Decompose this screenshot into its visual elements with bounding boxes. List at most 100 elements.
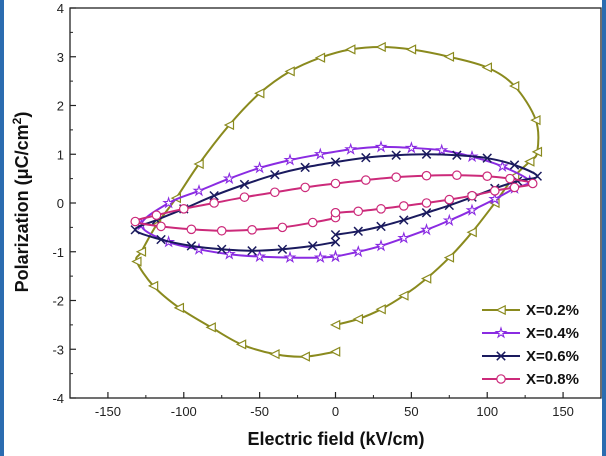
data-point	[162, 196, 176, 209]
data-point	[307, 217, 318, 228]
y-tick-label: 1	[57, 147, 64, 162]
data-point-stroke	[209, 190, 219, 201]
data-point	[130, 216, 141, 227]
legend: X=0.2% X=0.4% X=0.6% X=0.8%	[482, 302, 579, 388]
data-point-stroke	[130, 225, 140, 235]
plot-border	[69, 7, 602, 399]
data-point	[444, 194, 455, 205]
data-point	[239, 192, 250, 202]
data-point	[443, 252, 455, 263]
data-point	[452, 150, 462, 160]
data-point	[345, 44, 356, 55]
data-point	[313, 147, 327, 160]
data-point	[147, 280, 159, 292]
data-point	[353, 206, 364, 217]
data-point	[397, 231, 411, 244]
data-point	[344, 142, 358, 155]
data-point	[156, 234, 166, 245]
x-tick-label: 150	[552, 404, 574, 419]
data-point	[435, 143, 449, 156]
legend-item: X=0.8%	[482, 371, 579, 388]
data-point	[375, 304, 386, 315]
legend-label: X=0.8%	[526, 371, 579, 388]
data-point	[443, 51, 455, 62]
data-point	[314, 52, 326, 63]
data-point	[192, 184, 206, 197]
data-point	[173, 302, 185, 313]
data-point	[330, 229, 341, 240]
data-point	[130, 225, 140, 235]
data-point	[351, 245, 365, 258]
y-tick-label: -4	[52, 391, 64, 406]
data-point-stroke	[376, 221, 386, 232]
y-axis-title: Polarization (μC/cm2)	[10, 112, 32, 293]
series-1	[131, 41, 543, 362]
data-point-stroke	[452, 150, 462, 160]
data-point	[494, 326, 508, 339]
data-point	[216, 225, 227, 236]
data-point	[404, 141, 418, 154]
data-point	[481, 62, 493, 73]
data-point	[466, 227, 477, 238]
data-point	[420, 273, 432, 284]
legend-item: X=0.2%	[482, 302, 579, 319]
y-axis-title-tail: )	[12, 112, 32, 118]
data-point	[205, 322, 216, 333]
data-point	[299, 351, 310, 362]
data-point	[277, 222, 288, 233]
data-point	[330, 157, 341, 167]
data-point-stroke	[399, 215, 409, 225]
data-point	[156, 221, 166, 232]
data-point	[247, 246, 257, 256]
data-point	[269, 348, 280, 360]
data-point	[361, 175, 371, 185]
data-point	[352, 313, 364, 325]
data-point	[239, 179, 250, 190]
data-point	[421, 170, 432, 181]
y-tick-label: -2	[52, 294, 64, 309]
data-point	[330, 237, 341, 247]
data-point-stroke	[216, 244, 227, 255]
series-3	[130, 149, 543, 256]
legend-label: X=0.4%	[526, 325, 579, 342]
x-axis-title: Electric field (kV/cm)	[247, 429, 424, 449]
data-point	[375, 41, 386, 53]
series-line	[135, 45, 540, 358]
data-point-stroke	[391, 150, 401, 160]
data-point	[353, 226, 363, 237]
data-point	[495, 304, 506, 316]
data-point	[399, 215, 409, 225]
data-point-stroke	[509, 160, 520, 170]
data-point-stroke	[156, 234, 166, 245]
data-point-stroke	[186, 241, 197, 251]
data-point	[374, 239, 388, 252]
data-point-stroke	[330, 157, 341, 167]
series-4	[130, 170, 538, 236]
data-point	[330, 207, 341, 218]
data-point	[186, 224, 197, 235]
data-point	[465, 203, 479, 216]
data-point-stroke	[421, 149, 432, 159]
x-tick-label: 50	[404, 404, 418, 419]
data-point	[270, 169, 280, 180]
data-point	[222, 171, 236, 185]
y-tick-label: -3	[52, 342, 64, 357]
data-point	[527, 178, 538, 189]
data-point-stroke	[308, 241, 318, 251]
data-point	[235, 339, 247, 350]
data-point	[488, 192, 502, 205]
data-point	[509, 182, 520, 193]
data-point	[313, 250, 327, 264]
data-point-stroke	[300, 162, 310, 173]
data-point	[405, 44, 417, 55]
data-point-stroke	[239, 179, 250, 190]
data-point	[420, 222, 434, 236]
data-point-stroke	[330, 237, 341, 247]
data-point	[391, 172, 401, 182]
data-point	[467, 190, 477, 201]
y-tick-label: 2	[57, 99, 64, 114]
legend-label: X=0.6%	[526, 348, 579, 365]
data-point-stroke	[482, 153, 492, 163]
series-layer	[130, 41, 543, 362]
